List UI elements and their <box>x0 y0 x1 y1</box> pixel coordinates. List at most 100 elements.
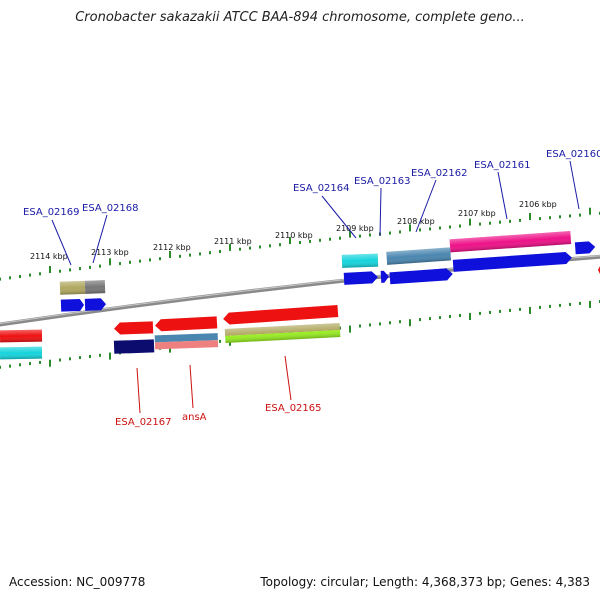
minor-tick <box>119 262 121 266</box>
minor-tick <box>419 228 421 232</box>
gene-feature[interactable] <box>0 329 43 343</box>
tick-label: 2112 kbp <box>153 243 191 252</box>
leader-line <box>415 179 437 233</box>
major-tick <box>349 230 351 238</box>
major-tick <box>169 251 171 258</box>
gene-label[interactable]: ESA_02164 <box>293 183 350 194</box>
gene-feature[interactable] <box>113 333 219 354</box>
minor-tick <box>329 237 331 241</box>
topology-text: Topology: circular; Length: 4,368,373 bp… <box>260 575 590 589</box>
major-tick <box>349 325 351 333</box>
gene-feature[interactable] <box>0 346 43 360</box>
minor-tick <box>99 353 101 357</box>
gene-label[interactable]: ESA_02168 <box>82 203 139 214</box>
leader-line <box>189 364 194 409</box>
gene-label[interactable]: ESA_02165 <box>265 403 322 414</box>
minor-tick <box>89 265 91 269</box>
minor-tick <box>249 246 251 250</box>
minor-tick <box>309 239 311 243</box>
leader-line <box>321 195 357 239</box>
minor-tick <box>449 315 451 318</box>
gene-label[interactable]: ansA <box>182 412 207 423</box>
minor-tick <box>319 238 321 242</box>
leader-line <box>136 367 141 414</box>
tick-label: 2111 kbp <box>214 237 252 246</box>
major-tick <box>49 266 51 273</box>
map-title: Cronobacter sakazakii ATCC BAA-894 chrom… <box>75 10 525 25</box>
minor-tick <box>539 217 541 221</box>
minor-tick <box>339 326 341 330</box>
leader-line <box>497 171 508 220</box>
minor-tick <box>439 226 441 230</box>
minor-tick <box>479 311 481 315</box>
minor-tick <box>179 254 181 258</box>
minor-tick <box>519 218 521 222</box>
minor-tick <box>139 259 141 263</box>
minor-tick <box>129 260 131 264</box>
gene-feature[interactable] <box>155 316 218 332</box>
minor-tick <box>379 322 381 326</box>
gene-label[interactable]: ESA_02169 <box>23 207 80 218</box>
gene-feature[interactable] <box>114 321 154 335</box>
minor-tick <box>259 245 261 249</box>
leader-line <box>379 187 382 237</box>
leader-line <box>51 219 72 266</box>
accession-text: Accession: NC_009778 <box>9 575 146 589</box>
major-tick <box>529 213 531 220</box>
minor-tick <box>189 253 191 257</box>
minor-tick <box>219 250 221 253</box>
tick-label: 2106 kbp <box>519 200 557 209</box>
major-tick <box>589 207 591 215</box>
minor-tick <box>549 216 551 220</box>
minor-tick <box>9 364 11 368</box>
gene-label[interactable]: ESA_02163 <box>354 176 411 187</box>
gene-feature[interactable] <box>59 280 106 295</box>
minor-tick <box>39 272 41 276</box>
gene-feature[interactable] <box>386 230 572 265</box>
minor-tick <box>0 365 1 369</box>
tick-label: 2109 kbp <box>336 224 374 233</box>
gene-feature[interactable] <box>223 304 339 325</box>
minor-tick <box>149 258 151 262</box>
minor-tick <box>209 251 211 255</box>
major-tick <box>469 218 471 226</box>
minor-tick <box>29 273 31 277</box>
minor-tick <box>429 317 431 321</box>
gene-label[interactable]: ESA_02167 <box>115 417 172 428</box>
gene-label[interactable]: ESA_02161 <box>474 160 531 171</box>
minor-tick <box>579 213 581 217</box>
gene-feature[interactable] <box>341 253 379 268</box>
gene-feature[interactable] <box>224 322 341 343</box>
minor-tick <box>99 264 101 268</box>
major-tick <box>229 243 231 251</box>
minor-tick <box>79 267 81 271</box>
major-tick <box>109 352 111 360</box>
gene-label[interactable]: ESA_02162 <box>411 168 468 179</box>
gene-label[interactable]: ESA_02160 <box>546 149 600 160</box>
gene-feature[interactable] <box>60 298 106 312</box>
minor-tick <box>59 358 61 362</box>
gene-feature[interactable] <box>388 241 597 285</box>
minor-tick <box>359 234 361 238</box>
minor-tick <box>369 323 371 327</box>
minor-tick <box>559 215 561 219</box>
minor-tick <box>199 252 201 256</box>
minor-tick <box>489 310 491 314</box>
leader-line <box>92 214 108 264</box>
tick-label: 2114 kbp <box>30 252 68 261</box>
major-tick <box>589 300 591 308</box>
minor-tick <box>19 275 21 278</box>
minor-tick <box>69 268 71 272</box>
minor-tick <box>439 316 441 320</box>
minor-tick <box>399 230 401 234</box>
minor-tick <box>159 257 161 261</box>
minor-tick <box>89 355 91 358</box>
major-tick <box>469 313 471 320</box>
gene-feature[interactable] <box>343 270 390 285</box>
minor-tick <box>549 304 551 308</box>
major-tick <box>529 306 531 314</box>
tick-label: 2108 kbp <box>397 217 435 226</box>
minor-tick <box>279 243 281 247</box>
minor-tick <box>569 214 571 218</box>
